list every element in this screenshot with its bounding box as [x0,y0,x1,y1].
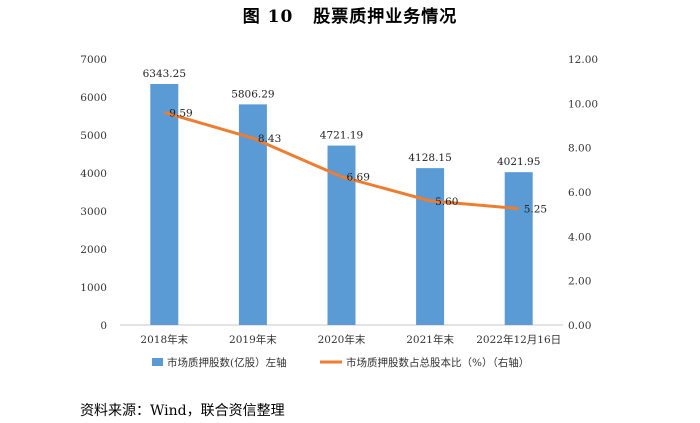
source-note: 资料来源：Wind，联合资信整理 [80,403,285,419]
right-tick-label: 6.00 [568,187,591,199]
line-value-label: 5.25 [524,204,547,216]
bar [416,168,445,325]
bar-value-label: 5806.29 [231,88,274,100]
right-tick-label: 0.00 [568,320,591,332]
line-series [163,110,519,211]
left-tick-label: 1000 [80,282,107,294]
left-tick-label: 6000 [80,92,107,104]
bar [150,83,179,325]
x-tick-label: 2021年末 [406,333,454,346]
left-tick-label: 0 [100,320,107,332]
left-tick-label: 4000 [80,168,107,180]
x-tick-label: 2018年末 [140,333,188,346]
bar-value-label: 6343.25 [143,68,186,80]
line-data-labels: 9.59 8.43 6.69 5.60 5.25 [169,107,547,215]
bar-value-label: 4721.19 [320,130,363,142]
figure-title: 图 10 股票质押业务情况 [0,2,700,27]
right-axis-ticks: 0.00 2.00 4.00 6.00 8.00 10.00 12.00 [568,54,598,332]
x-tick-label: 2020年末 [318,333,366,346]
line-value-label: 8.43 [258,133,281,145]
left-tick-label: 2000 [80,244,107,256]
legend-line-label: 市场质押股数占总股本比（%）（右轴） [346,356,529,369]
figure-title-text: 股票质押业务情况 [313,7,458,27]
bar-data-labels: 6343.25 5806.29 4721.19 4128.15 4021.95 [143,68,541,168]
legend-bar-swatch [152,358,163,366]
bar-series [150,83,533,325]
bar-value-label: 4021.95 [497,156,540,168]
legend-bar-label: 市场质押股数(亿股）左轴 [167,356,287,369]
line-value-label: 5.60 [435,196,458,208]
line-value-label: 6.69 [347,172,370,184]
legend: 市场质押股数(亿股）左轴 市场质押股数占总股本比（%）（右轴） [152,356,529,369]
x-tick-label: 2022年12月16日 [476,333,561,346]
combo-chart: 0 1000 2000 3000 4000 5000 6000 7000 0.00 2.00 4.… [80,54,598,369]
left-tick-label: 7000 [80,54,107,66]
right-tick-label: 4.00 [568,231,591,243]
x-tick-label: 2019年末 [229,333,277,346]
figure-number: 图 10 [242,7,294,27]
left-tick-label: 5000 [80,130,107,142]
bar-value-label: 4128.15 [408,152,451,164]
left-tick-label: 3000 [80,206,107,218]
right-tick-label: 2.00 [568,276,591,288]
right-tick-label: 10.00 [568,98,598,110]
x-axis-ticks: 2018年末 2019年末 2020年末 2021年末 2022年12月16日 [140,333,561,346]
right-tick-label: 8.00 [568,143,591,155]
bar [504,172,533,325]
left-axis-ticks: 0 1000 2000 3000 4000 5000 6000 7000 [80,54,107,332]
line-value-label: 9.59 [169,107,192,119]
right-tick-label: 12.00 [568,54,598,66]
